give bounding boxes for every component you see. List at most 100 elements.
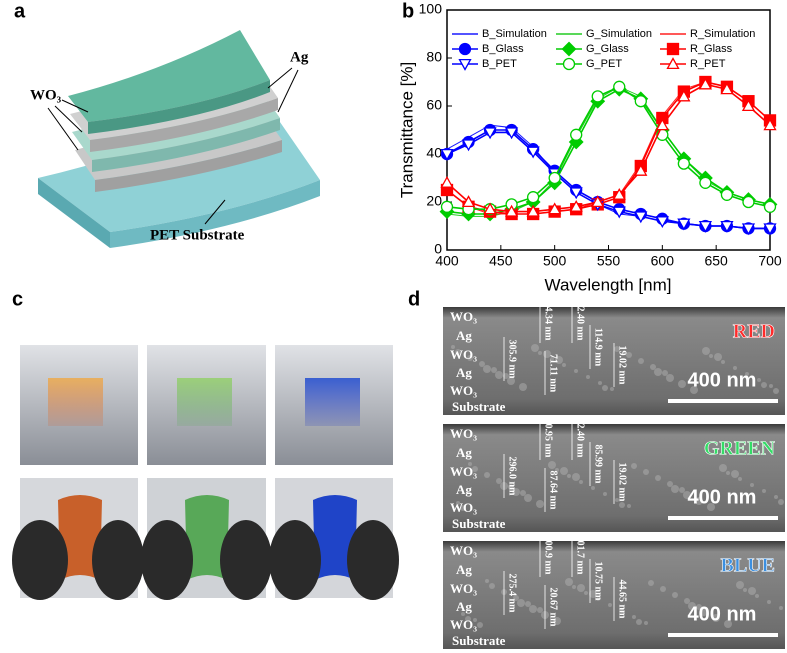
- grain: [477, 622, 483, 628]
- grain: [773, 388, 779, 394]
- y-tick-label: 80: [426, 49, 442, 65]
- marker: [461, 139, 476, 152]
- grain: [555, 468, 559, 472]
- grain: [627, 504, 631, 508]
- thickness-label: 101.7 nm: [575, 536, 586, 576]
- grain: [548, 461, 556, 469]
- grain: [778, 499, 784, 505]
- grain: [484, 472, 490, 478]
- grain: [479, 361, 485, 367]
- x-tick-label: 450: [489, 253, 513, 269]
- grain: [655, 475, 661, 481]
- legend-label: B_Glass: [482, 43, 524, 55]
- finger: [220, 520, 272, 600]
- legend-label: R_PET: [690, 58, 726, 70]
- grain: [591, 486, 595, 490]
- grain: [643, 469, 649, 475]
- grain: [536, 500, 544, 508]
- thickness-label: 85.99 nm: [593, 445, 604, 485]
- grain: [565, 578, 573, 586]
- marker: [569, 199, 583, 212]
- series-line: [446, 131, 770, 230]
- grain: [589, 590, 597, 598]
- legend-marker: [458, 58, 472, 71]
- grain: [550, 357, 554, 361]
- y-tick-label: 100: [419, 1, 443, 17]
- grain: [712, 614, 720, 622]
- marker: [504, 127, 519, 140]
- grain: [553, 617, 561, 625]
- series-line: [446, 88, 771, 215]
- marker: [720, 188, 734, 201]
- legend-label: G_Glass: [586, 43, 629, 55]
- marker: [526, 146, 540, 159]
- arrow: [47, 107, 79, 151]
- marker: [548, 202, 562, 215]
- marker: [612, 206, 626, 219]
- grain: [719, 464, 727, 472]
- grain: [632, 615, 636, 619]
- x-axis-label: Wavelength [nm]: [545, 275, 672, 294]
- thickness-label: 84.34 nm: [543, 302, 554, 342]
- grain: [603, 492, 607, 496]
- layer-label: Ag: [456, 482, 472, 497]
- grain: [495, 371, 503, 379]
- layer-label: Ag: [456, 365, 472, 380]
- arrow: [267, 67, 293, 89]
- thickness-label: 12.40 nm: [575, 419, 586, 459]
- finger: [92, 520, 144, 600]
- grain: [512, 488, 520, 496]
- grain: [596, 597, 600, 601]
- marker: [440, 175, 454, 188]
- grain: [507, 377, 515, 385]
- grain: [767, 600, 771, 604]
- thickness-label: 90.95 nm: [543, 419, 554, 459]
- legend-label: R_Simulation: [690, 28, 755, 40]
- grain: [483, 365, 491, 373]
- grain: [529, 605, 537, 613]
- grain: [733, 366, 737, 370]
- grain: [755, 594, 759, 598]
- layer-label: Substrate: [452, 633, 506, 648]
- grain: [496, 478, 502, 484]
- grain: [724, 620, 732, 628]
- arrow: [61, 99, 89, 113]
- layer: [88, 80, 270, 134]
- marker: [440, 200, 454, 213]
- grain: [731, 470, 739, 478]
- grain: [614, 346, 620, 352]
- sem-title: GREEN: [704, 438, 776, 460]
- grain: [666, 374, 674, 382]
- thickness-label: 87.64 nm: [548, 471, 559, 511]
- y-tick-label: 0: [434, 241, 442, 257]
- thickness-label: 10.75 nm: [593, 562, 604, 602]
- thickness-label: 71.11 nm: [548, 354, 559, 393]
- panel-label: c: [12, 288, 23, 310]
- grain: [560, 467, 568, 475]
- x-tick-label: 500: [543, 253, 567, 269]
- marker: [698, 77, 713, 90]
- grain: [520, 490, 526, 496]
- y-tick-label: 40: [426, 145, 442, 161]
- marker: [698, 220, 713, 233]
- x-tick-label: 600: [651, 253, 675, 269]
- x-tick-label: 400: [435, 253, 459, 269]
- scale-label: 400 nm: [688, 486, 757, 508]
- grain: [631, 463, 637, 469]
- legend-marker: [666, 42, 680, 56]
- marker: [634, 95, 647, 108]
- marker: [613, 80, 626, 93]
- grain: [615, 498, 619, 502]
- panel-label: b: [402, 0, 414, 22]
- layer-label: WO₃: [450, 347, 477, 362]
- grain: [660, 586, 666, 592]
- grain: [572, 473, 580, 481]
- grain: [726, 471, 730, 475]
- marker: [763, 118, 777, 131]
- arrow: [277, 69, 299, 113]
- layer-label: Ag: [456, 328, 472, 343]
- grain: [620, 609, 624, 613]
- legend-marker: [562, 57, 576, 71]
- grain: [503, 373, 509, 379]
- sample: [185, 495, 229, 580]
